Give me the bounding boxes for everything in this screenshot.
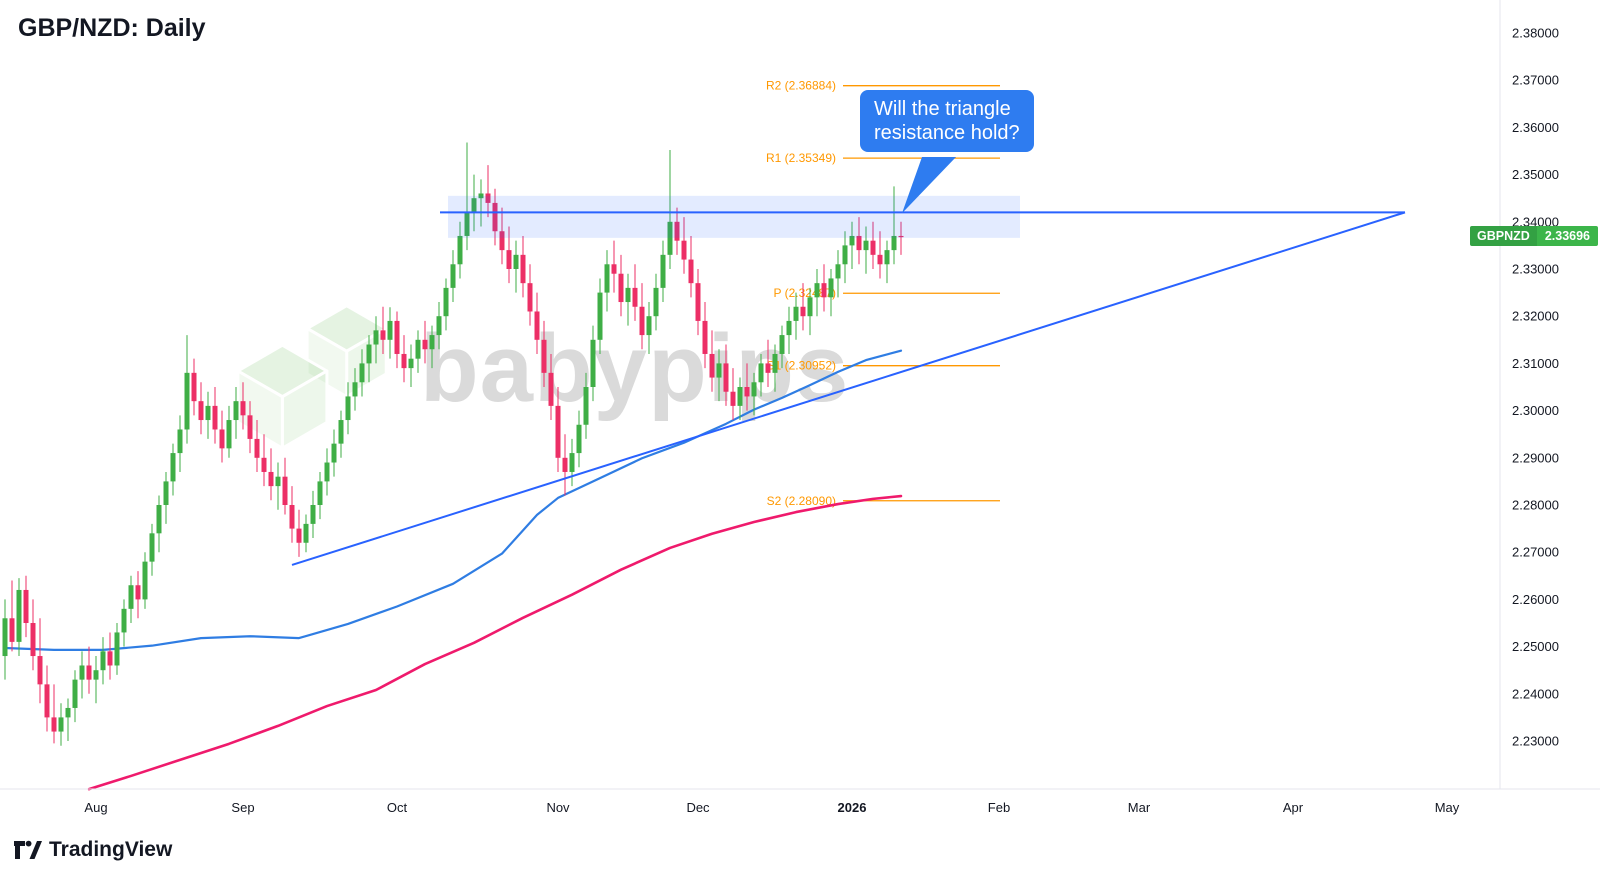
pivot-label: S2 (2.28090) <box>767 494 836 508</box>
babypips-cube-logo-icon <box>236 304 388 450</box>
time-axis-labels[interactable]: Aug Sep Oct Nov Dec 2026 Feb Mar Apr May <box>84 800 1459 815</box>
time-tick-label: 2026 <box>838 800 867 815</box>
tradingview-logo-icon <box>14 840 42 859</box>
price-tick-label: 2.31000 <box>1512 356 1559 371</box>
badge-symbol: GBPNZD <box>1470 226 1537 247</box>
callout-annotation[interactable]: Will the triangle resistance hold? <box>860 90 1034 152</box>
slow-moving-average-line[interactable] <box>87 494 903 791</box>
time-tick-label: Feb <box>988 800 1010 815</box>
pivot-label: R2 (2.36884) <box>766 79 836 93</box>
callout-line1: Will the triangle <box>874 98 1011 120</box>
pivot-lines[interactable]: R2 (2.36884) R1 (2.35349) P (2.32487) S1 (2… <box>766 79 1000 508</box>
time-tick-label: Aug <box>84 800 107 815</box>
price-tick-label: 2.37000 <box>1512 73 1559 88</box>
callout-tail <box>902 157 956 214</box>
time-tick-label: May <box>1435 800 1460 815</box>
price-tick-label: 2.23000 <box>1512 734 1559 749</box>
price-tick-label: 2.32000 <box>1512 309 1559 324</box>
candles-layer <box>2 142 904 746</box>
time-tick-label: Nov <box>546 800 570 815</box>
tradingview-logo[interactable]: TradingView <box>14 838 172 862</box>
pivot-label: S1 (2.30952) <box>767 359 836 373</box>
time-tick-label: Dec <box>686 800 710 815</box>
pivot-label: R1 (2.35349) <box>766 151 836 165</box>
price-tick-label: 2.28000 <box>1512 498 1559 513</box>
callout-line2: resistance hold? <box>874 122 1020 144</box>
chart-title: GBP/NZD: Daily <box>18 14 206 42</box>
fast-moving-average-line[interactable] <box>3 349 903 652</box>
price-tick-label: 2.30000 <box>1512 403 1559 418</box>
price-tick-label: 2.33000 <box>1512 262 1559 277</box>
price-tick-label: 2.25000 <box>1512 639 1559 654</box>
price-tick-label: 2.29000 <box>1512 450 1559 465</box>
price-tick-label: 2.24000 <box>1512 686 1559 701</box>
rising-trendline[interactable] <box>291 211 1406 566</box>
price-tick-label: 2.38000 <box>1512 26 1559 41</box>
resistance-zone[interactable] <box>448 195 1020 238</box>
time-tick-label: Mar <box>1128 800 1151 815</box>
pivot-label: P (2.32487) <box>774 286 837 300</box>
time-tick-label: Sep <box>231 800 254 815</box>
price-tick-label: 2.36000 <box>1512 120 1559 135</box>
price-tick-label: 2.26000 <box>1512 592 1559 607</box>
time-tick-label: Apr <box>1283 800 1304 815</box>
price-tick-label: 2.35000 <box>1512 167 1559 182</box>
babypips-watermark: babypips <box>228 280 849 458</box>
badge-price: 2.33696 <box>1536 226 1598 247</box>
tradingview-logo-text: TradingView <box>49 838 173 861</box>
price-tick-label: 2.34000 <box>1512 214 1559 229</box>
price-tick-label: 2.27000 <box>1512 545 1559 560</box>
last-price-badge: GBPNZD 2.33696 <box>1470 226 1598 247</box>
price-axis-labels[interactable]: 2.38000 2.37000 2.36000 2.35000 2.34000 2.330… <box>1512 26 1559 749</box>
time-tick-label: Oct <box>387 800 408 815</box>
